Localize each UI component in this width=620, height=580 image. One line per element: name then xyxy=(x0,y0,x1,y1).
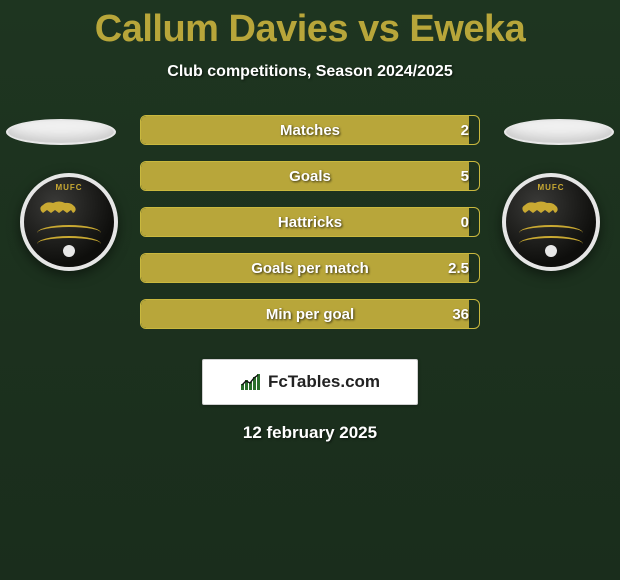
stat-bar-value: 36 xyxy=(452,300,469,328)
player-right-platform xyxy=(504,119,614,145)
stat-bar-label: Goals per match xyxy=(141,254,479,282)
wave-icon xyxy=(37,225,101,233)
player-left-club-badge: MUFC xyxy=(20,173,118,271)
stat-bar-value: 0 xyxy=(461,208,469,236)
player-right-club-badge: MUFC xyxy=(502,173,600,271)
stat-bar-label: Hattricks xyxy=(141,208,479,236)
club-tag-left: MUFC xyxy=(55,183,82,192)
stat-bar: Matches2 xyxy=(140,115,480,145)
club-tag-right: MUFC xyxy=(537,183,564,192)
badge-art-left xyxy=(37,197,101,247)
ball-icon xyxy=(63,245,75,257)
page-title: Callum Davies vs Eweka xyxy=(0,0,620,51)
stat-bar-label: Matches xyxy=(141,116,479,144)
site-name: FcTables.com xyxy=(268,372,380,392)
badge-art-right xyxy=(519,197,583,247)
comparison-stage: MUFC MUFC Matches2 Goals5 Hattricks0 Goals … xyxy=(0,115,620,345)
player-left-platform xyxy=(6,119,116,145)
wave-icon xyxy=(519,225,583,233)
wave-icon xyxy=(519,236,583,244)
stat-bar-label: Goals xyxy=(141,162,479,190)
stat-bar: Hattricks0 xyxy=(140,207,480,237)
stat-bars: Matches2Goals5Hattricks0Goals per match2… xyxy=(140,115,480,345)
stat-bar-value: 2.5 xyxy=(448,254,469,282)
stat-bar-label: Min per goal xyxy=(141,300,479,328)
stat-bar-value: 5 xyxy=(461,162,469,190)
site-attribution[interactable]: FcTables.com xyxy=(202,359,418,405)
stat-bar: Goals5 xyxy=(140,161,480,191)
lion-icon xyxy=(37,197,79,217)
subtitle: Club competitions, Season 2024/2025 xyxy=(0,63,620,81)
bar-chart-icon xyxy=(240,373,262,391)
snapshot-date: 12 february 2025 xyxy=(0,423,620,443)
lion-icon xyxy=(519,197,561,217)
stat-bar: Goals per match2.5 xyxy=(140,253,480,283)
stat-bar: Min per goal36 xyxy=(140,299,480,329)
ball-icon xyxy=(545,245,557,257)
wave-icon xyxy=(37,236,101,244)
stat-bar-value: 2 xyxy=(461,116,469,144)
